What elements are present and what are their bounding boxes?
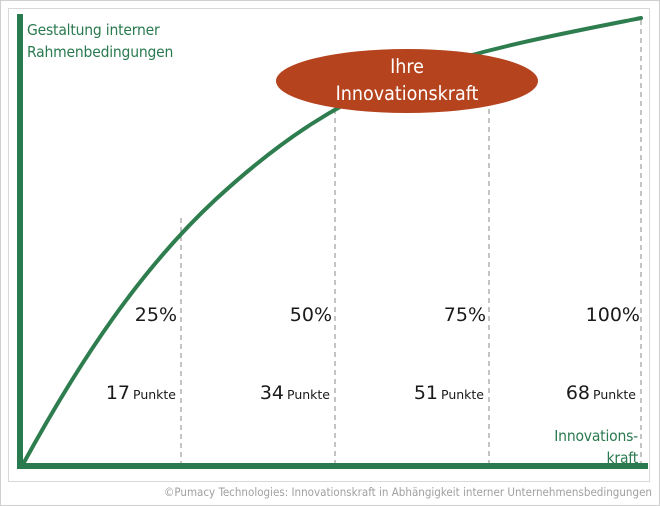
points-label-75: 51 Punkte xyxy=(413,382,484,404)
innovation-curve xyxy=(20,16,643,468)
points-label-100: 68 Punkte xyxy=(565,382,636,404)
points-label-50: 34 Punkte xyxy=(259,382,330,404)
innovation-bubble-label: Ihre Innovationskraft xyxy=(335,55,479,105)
innovation-bubble xyxy=(276,49,538,113)
percent-label-100: 100% xyxy=(585,304,640,326)
percent-label-50: 50% xyxy=(289,304,332,326)
percent-label-75: 75% xyxy=(443,304,486,326)
points-label-25: 17 Punkte xyxy=(105,382,176,404)
copyright-notice: ©Pumacy Technologies: Innovationskraft i… xyxy=(164,485,652,499)
x-axis-label: Innovations- kraft xyxy=(554,427,638,467)
y-axis-label: Gestaltung interner Rahmenbedingungen xyxy=(27,21,174,61)
percent-label-25: 25% xyxy=(134,304,177,326)
